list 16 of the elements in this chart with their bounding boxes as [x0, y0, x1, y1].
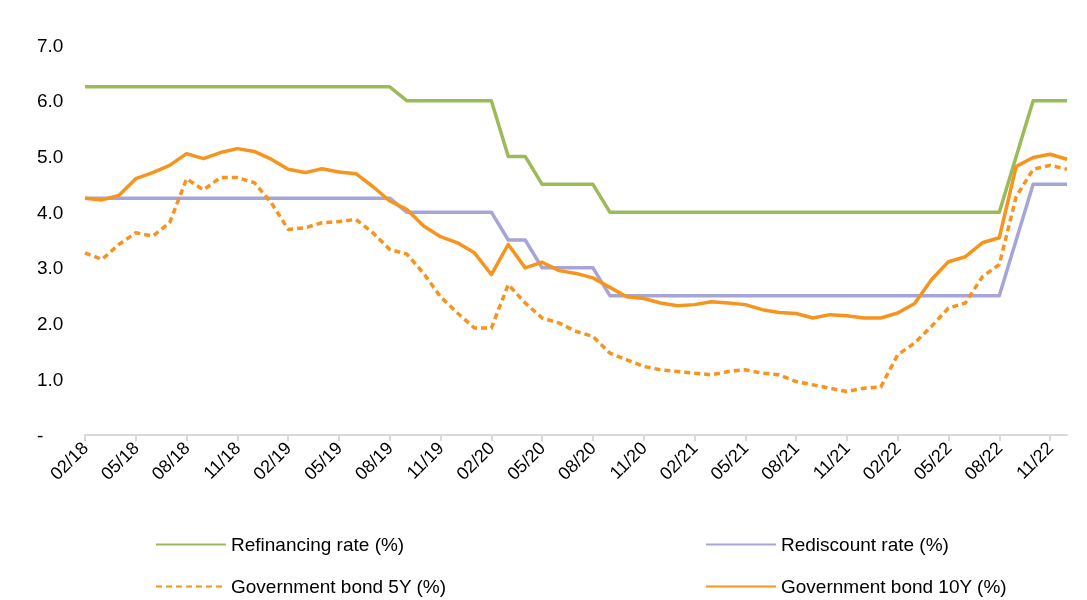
line-series — [83, 146, 1069, 320]
y-tick-label: 1.0 — [37, 368, 64, 390]
y-tick-label: 4.0 — [37, 201, 64, 223]
line-series — [83, 85, 1069, 214]
y-tick-label: 5.0 — [37, 145, 64, 167]
y-tick-label: 2.0 — [37, 313, 64, 335]
legend-label: Refinancing rate (%) — [231, 534, 405, 555]
y-tick-label: 6.0 — [37, 90, 64, 112]
y-tick-label: - — [37, 424, 44, 446]
y-tick-label: 7.0 — [37, 34, 64, 56]
legend-label: Government bond 5Y (%) — [231, 576, 447, 597]
y-tick-label: 3.0 — [37, 257, 64, 279]
line-series — [83, 163, 1069, 394]
legend-label: Government bond 10Y (%) — [781, 576, 1007, 597]
legend-label: Rediscount rate (%) — [781, 534, 949, 555]
line-series — [83, 182, 1069, 298]
